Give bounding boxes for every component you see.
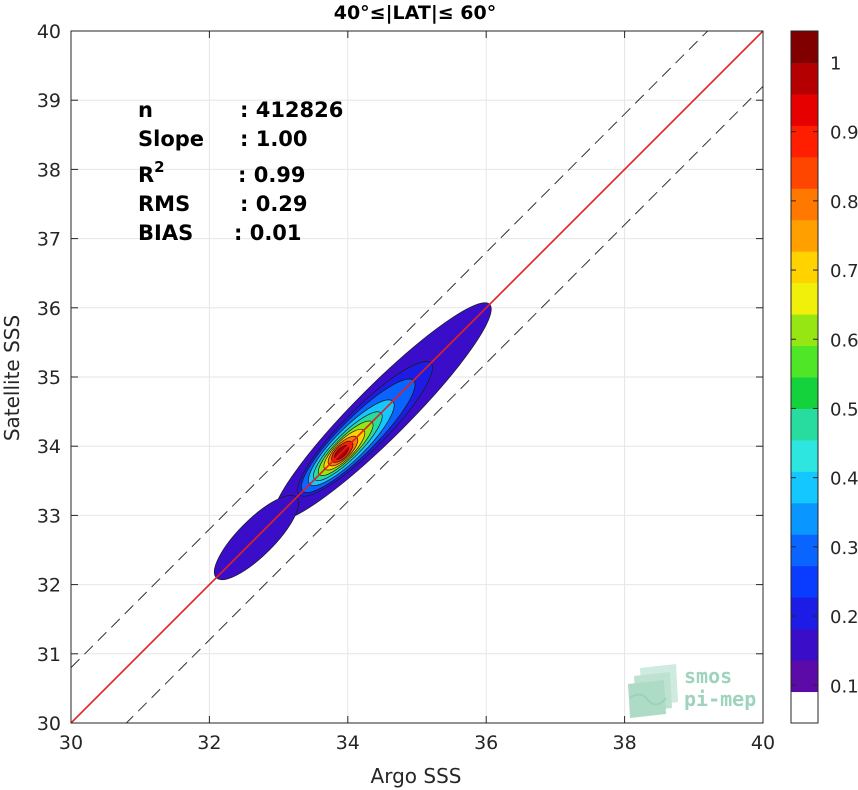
colorbar-segment bbox=[791, 125, 818, 158]
stat-n-value: : 412826 bbox=[240, 98, 343, 122]
y-axis-ticks: 30 31 32 33 34 35 36 37 38 39 40 bbox=[37, 21, 763, 735]
y-tick-label: 37 bbox=[37, 229, 61, 251]
colorbar-tick-label: 0.4 bbox=[830, 469, 858, 490]
bound-line-dashed bbox=[71, 31, 709, 668]
x-tick-label: 32 bbox=[197, 732, 221, 754]
y-tick-label: 32 bbox=[37, 575, 61, 597]
y-tick-label: 33 bbox=[37, 505, 61, 527]
colorbar-segment bbox=[791, 597, 818, 630]
y-axis-label: Satellite SSS bbox=[0, 315, 24, 441]
colorbar-tick-label: 0.6 bbox=[830, 330, 858, 351]
colorbar-segment bbox=[791, 471, 818, 504]
colorbar-tick-label: 0.5 bbox=[830, 399, 858, 420]
colorbar-segment bbox=[791, 534, 818, 567]
stat-r2-value: : 0.99 bbox=[238, 163, 306, 187]
colorbar-tick-label: 0.8 bbox=[830, 192, 858, 213]
colorbar-segment bbox=[791, 314, 818, 347]
colorbar-tick-label: 0.9 bbox=[830, 123, 858, 144]
colorbar-frame bbox=[790, 30, 819, 724]
stat-r2-base: R bbox=[138, 163, 154, 187]
colorbar bbox=[790, 30, 819, 724]
x-tick-label: 38 bbox=[613, 732, 637, 754]
colorbar-segment bbox=[791, 408, 818, 441]
colorbar-segment bbox=[791, 93, 818, 126]
colorbar-segment bbox=[791, 219, 818, 252]
logo-mark bbox=[628, 664, 678, 718]
y-tick-label: 38 bbox=[37, 159, 61, 181]
x-axis-ticks: 30 32 34 36 38 40 bbox=[59, 31, 775, 754]
stat-n-label: n bbox=[138, 98, 153, 122]
colorbar-tick-label: 0.2 bbox=[830, 607, 858, 628]
colorbar-segment bbox=[791, 377, 818, 409]
colorbar-segment bbox=[791, 660, 818, 693]
x-tick-label: 40 bbox=[751, 732, 775, 754]
identity-line bbox=[71, 31, 763, 723]
x-tick-label: 30 bbox=[59, 732, 83, 754]
colorbar-segment bbox=[791, 345, 818, 378]
colorbar-segment bbox=[791, 565, 818, 598]
stat-r2-label: R2 bbox=[138, 158, 165, 187]
colorbar-segment bbox=[791, 156, 818, 189]
chart-title: 40°≤|LAT|≤ 60° bbox=[334, 2, 497, 24]
colorbar-tick-label: 1 bbox=[830, 53, 841, 74]
stat-rms-label: RMS bbox=[138, 192, 190, 216]
stats-block: n : 412826 Slope : 1.00 R2 : 0.99 RMS : … bbox=[138, 98, 343, 245]
colorbar-ticks: 0.1 0.2 0.3 0.4 0.5 0.6 0.7 0.8 0.9 1 bbox=[791, 53, 858, 697]
y-tick-label: 35 bbox=[37, 367, 61, 389]
colorbar-segment bbox=[791, 628, 818, 661]
smos-pi-mep-logo: smos pi-mep bbox=[628, 664, 756, 718]
colorbar-tick-label: 0.3 bbox=[830, 538, 858, 559]
logo-line1: smos bbox=[684, 664, 732, 688]
stat-bias-value: : 0.01 bbox=[234, 221, 302, 245]
y-tick-label: 39 bbox=[37, 90, 61, 112]
x-tick-label: 34 bbox=[336, 732, 360, 754]
y-tick-label: 31 bbox=[37, 644, 61, 666]
y-tick-label: 34 bbox=[37, 436, 61, 458]
colorbar-tick-label: 0.7 bbox=[830, 261, 858, 282]
grid bbox=[70, 30, 764, 724]
colorbar-segment bbox=[791, 31, 818, 63]
y-tick-label: 40 bbox=[37, 21, 61, 43]
colorbar-segment bbox=[791, 251, 818, 284]
stat-r2-sup: 2 bbox=[154, 158, 164, 176]
stat-slope-label: Slope bbox=[138, 127, 204, 151]
colorbar-tick-label: 0.1 bbox=[830, 676, 858, 697]
x-tick-label: 36 bbox=[474, 732, 498, 754]
stat-bias-label: BIAS bbox=[138, 221, 193, 245]
colorbar-segment bbox=[791, 439, 818, 472]
x-axis-label: Argo SSS bbox=[371, 764, 462, 788]
bound-line-dashed bbox=[125, 86, 763, 723]
colorbar-segment bbox=[791, 188, 818, 221]
y-tick-label: 36 bbox=[37, 298, 61, 320]
colorbar-segment bbox=[791, 691, 818, 724]
stat-rms-value: : 0.29 bbox=[240, 192, 308, 216]
stat-slope-value: : 1.00 bbox=[240, 127, 308, 151]
colorbar-segment bbox=[791, 502, 818, 535]
colorbar-segment bbox=[791, 282, 818, 315]
colorbar-segment bbox=[791, 62, 818, 95]
logo-line2: pi-mep bbox=[684, 687, 756, 711]
y-tick-label: 30 bbox=[37, 713, 61, 735]
reference-lines bbox=[71, 31, 763, 723]
